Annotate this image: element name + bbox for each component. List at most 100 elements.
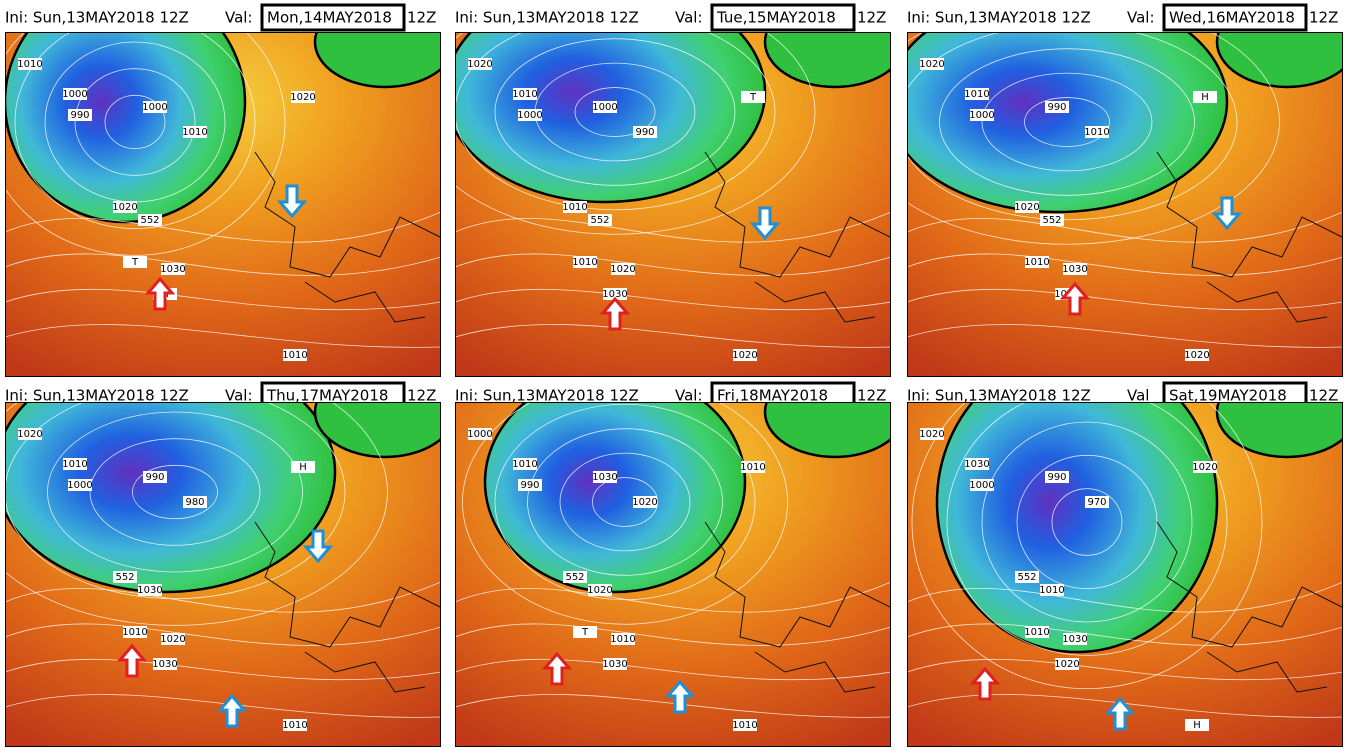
isobar-label: 552 <box>1042 215 1061 226</box>
valid-date: Thu,17MAY2018 <box>266 387 388 405</box>
isobar-label: 990 <box>70 110 89 121</box>
label-bg <box>593 101 617 113</box>
isobar <box>5 402 346 600</box>
isobar-label: 990 <box>145 472 164 483</box>
isobar-label: 1020 <box>160 634 185 645</box>
trend-arrow <box>1104 696 1136 731</box>
isobar-label: T <box>749 92 757 103</box>
valid-hour: 12Z <box>407 387 436 405</box>
isobar-label: 1010 <box>572 257 597 268</box>
isobar-label: 1010 <box>1024 257 1049 268</box>
isobar-label: 1010 <box>282 720 307 731</box>
valid-hour: 12Z <box>407 9 436 27</box>
coastline <box>254 521 441 693</box>
label-bg <box>965 88 989 100</box>
coastline <box>1156 521 1343 693</box>
label-bg <box>588 584 612 596</box>
isobar-label: T <box>131 257 139 268</box>
panel: Ini: Sun,13MAY2018 12Z Val: Mon,14MAY2018 1… <box>5 3 441 377</box>
arctic-region <box>1215 32 1343 89</box>
isobar-label: 552 <box>565 572 584 583</box>
isobar-label: 1030 <box>1062 264 1087 275</box>
low-region <box>483 402 747 594</box>
label-bg <box>513 88 537 100</box>
trend-arrow <box>144 276 176 311</box>
isobar <box>5 324 441 348</box>
isobar <box>455 32 776 211</box>
label-bg <box>633 126 657 138</box>
isobar-label: 1000 <box>67 480 92 491</box>
isobar-label: 1010 <box>562 202 587 213</box>
arctic-region <box>313 402 441 459</box>
label-bg <box>1025 256 1049 268</box>
label-bg <box>153 658 177 670</box>
isobar <box>907 32 1280 245</box>
label-bg <box>563 571 587 583</box>
isobar-label: 1020 <box>1192 462 1217 473</box>
isobar <box>981 72 1153 172</box>
label-bg <box>1063 633 1087 645</box>
valid-date: Tue,15MAY2018 <box>716 9 836 27</box>
trend-arrow <box>541 651 573 686</box>
isobar <box>907 324 1343 348</box>
isobar-label: 552 <box>115 572 134 583</box>
label-bg <box>291 461 315 473</box>
isobar-label: 1010 <box>1084 127 1109 138</box>
init-time: Ini: Sun,13MAY2018 12Z <box>907 9 1091 27</box>
trend-arrow <box>664 679 696 714</box>
isobar <box>907 288 1343 311</box>
valid-hour: 12Z <box>1309 9 1338 27</box>
isobar <box>455 288 891 311</box>
label-bg <box>123 256 147 268</box>
coastline <box>254 151 441 323</box>
label-bg <box>1040 584 1064 596</box>
isobar <box>5 288 441 311</box>
isobar <box>89 438 261 546</box>
trend-arrow <box>1211 196 1243 231</box>
label-bg <box>63 88 87 100</box>
label-bg <box>468 428 492 440</box>
label-bg <box>741 461 765 473</box>
isobar-label: 1030 <box>602 289 627 300</box>
label-bg <box>18 58 42 70</box>
valid-box <box>710 3 856 32</box>
isobar-label: 1010 <box>122 627 147 638</box>
isobar-label: 1010 <box>610 634 635 645</box>
isobar-label: 552 <box>140 215 159 226</box>
arctic-region <box>313 32 441 89</box>
isobar-label: 1020 <box>1184 350 1209 361</box>
isobar <box>907 211 1343 243</box>
isobar <box>5 694 441 718</box>
isobar-label: 1010 <box>732 720 757 731</box>
valid-box <box>1162 3 1308 32</box>
map: 1020101010009901010102055210301010H10201… <box>907 32 1343 377</box>
label-bg <box>1185 349 1209 361</box>
label-bg <box>741 91 765 103</box>
label-bg <box>283 349 307 361</box>
isobar <box>132 464 218 520</box>
isobar <box>104 94 166 150</box>
low-region <box>907 32 1229 214</box>
isobar-label: H <box>299 462 307 473</box>
isobar-label: 1020 <box>467 59 492 70</box>
valid-label: Val: <box>225 9 253 27</box>
map-frame <box>455 402 891 747</box>
trend-arrow <box>302 529 334 564</box>
isobar-label: 1030 <box>602 659 627 670</box>
isobar <box>1024 97 1110 147</box>
label-bg <box>68 479 92 491</box>
valid-label: Val <box>1127 387 1149 405</box>
valid-label: Val: <box>675 9 703 27</box>
label-bg <box>518 109 542 121</box>
coastline <box>704 151 891 323</box>
map: 1000101099010301020552102010101030101010… <box>455 402 891 747</box>
isobar-label: 1020 <box>290 92 315 103</box>
isobar <box>455 324 891 348</box>
isobar-label: 1030 <box>160 264 185 275</box>
label-bg <box>113 571 137 583</box>
label-bg <box>183 496 207 508</box>
label-bg <box>143 101 167 113</box>
isobar-label: 1010 <box>62 459 87 470</box>
trend-arrow <box>216 693 248 728</box>
